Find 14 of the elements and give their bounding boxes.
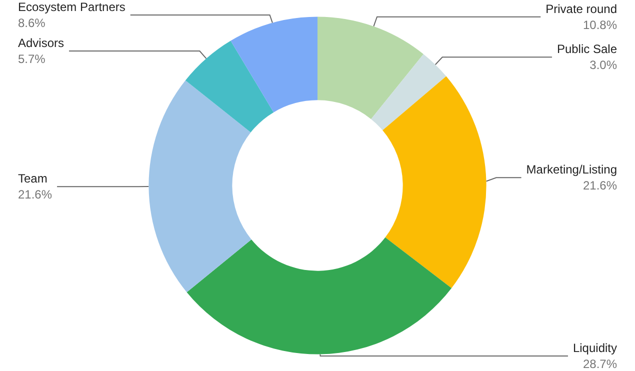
data-label: 28.7% [582, 357, 618, 371]
slice-label: Public Sale [556, 42, 618, 56]
slice-label: Ecosystem Partners [18, 0, 126, 14]
slice-label: Liquidity [572, 341, 617, 355]
data-label: 5.7% [18, 52, 46, 66]
data-label: 3.0% [590, 58, 618, 72]
slice-label: Advisors [18, 36, 64, 50]
slice-label: Team [18, 172, 48, 186]
data-label: 8.6% [18, 16, 46, 30]
data-label: 10.8% [582, 18, 618, 32]
slice-label: Private round [546, 2, 617, 16]
data-label: 21.6% [18, 188, 52, 202]
data-label: 21.6% [582, 178, 618, 193]
slice-label: Marketing/Listing [526, 162, 617, 177]
